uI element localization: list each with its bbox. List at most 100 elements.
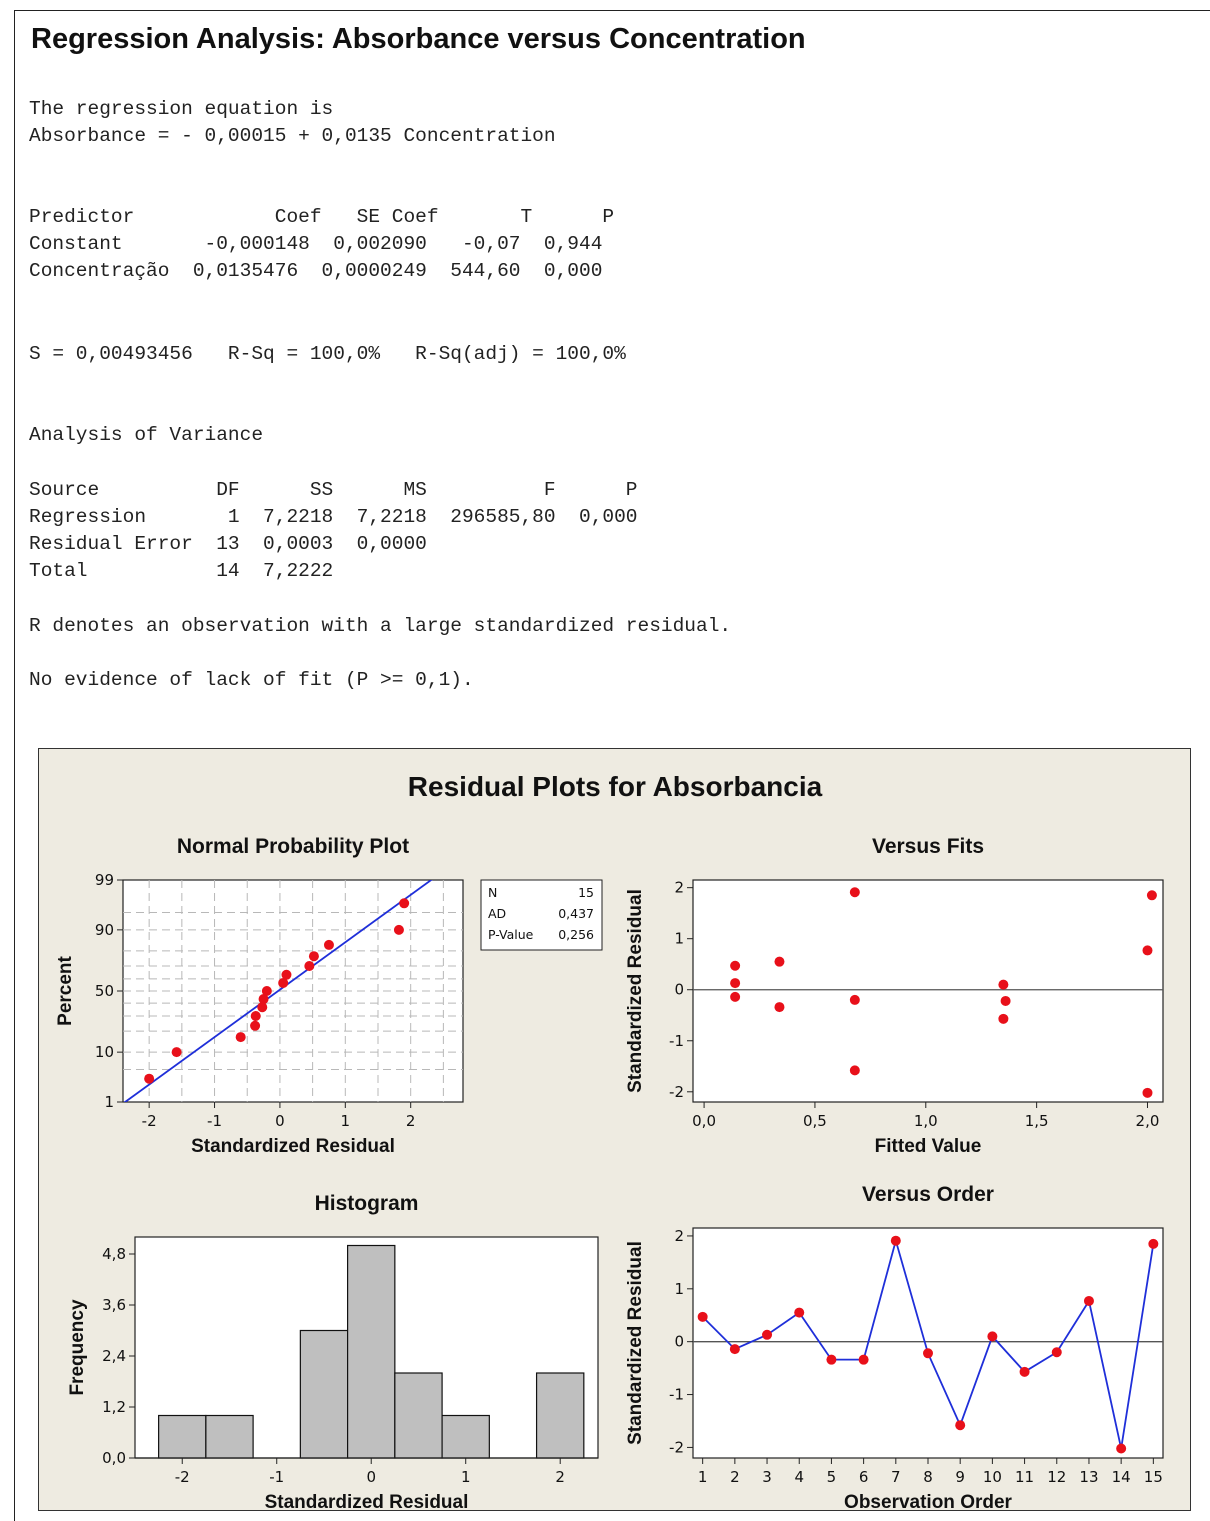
normal-plot-legend-label: AD xyxy=(488,906,506,921)
normal-plot-legend-box xyxy=(480,879,603,951)
versus-order-point xyxy=(1148,1238,1159,1249)
histogram-bar xyxy=(205,1414,254,1459)
versus-fits-point xyxy=(998,979,1009,990)
versus-order-point xyxy=(1083,1295,1094,1306)
histogram-y-tick-label: 0,0 xyxy=(102,1449,126,1467)
normal-plot-point xyxy=(261,986,272,996)
versus-order-x-tick-label: 15 xyxy=(1144,1468,1163,1486)
versus-fits-point xyxy=(730,978,741,989)
histogram-title: Histogram xyxy=(315,1192,419,1215)
anova-row-regression: Regression 1 7,2218 7,2218 296585,80 0,0… xyxy=(29,506,638,528)
versus-order-point xyxy=(697,1311,708,1322)
normal-plot-legend-label: N xyxy=(488,885,497,900)
versus-fits-x-tick-label: 1,0 xyxy=(914,1112,938,1130)
versus-fits-point xyxy=(774,956,785,967)
versus-fits-title: Versus Fits xyxy=(872,835,984,858)
versus-fits-y-tick-label: 0 xyxy=(674,981,684,999)
note-lack-of-fit: No evidence of lack of fit (P >= 0,1). xyxy=(29,669,474,691)
anova-row-total: Total 14 7,2222 xyxy=(29,560,334,582)
versus-fits-point xyxy=(1142,1087,1153,1098)
normal-plot-point xyxy=(308,951,319,962)
versus-order-point xyxy=(762,1329,773,1340)
fit-statistics: S = 0,00493456 R-Sq = 100,0% R-Sq(adj) =… xyxy=(29,343,626,365)
versus-order-y-tick-label: -1 xyxy=(669,1386,684,1404)
residual-plots-panel: Residual Plots for Absorbancia -2 -1 0 1 2 1 1… xyxy=(38,748,1191,1512)
predictor-header: Predictor Coef SE Coef T P xyxy=(29,206,615,228)
versus-order-point xyxy=(1116,1443,1127,1454)
versus-fits-x-tick-label: 2,0 xyxy=(1136,1112,1160,1130)
versus-order-point xyxy=(890,1235,901,1246)
normal-plot-point xyxy=(250,1011,261,1022)
versus-order-x-tick-label: 11 xyxy=(1015,1468,1034,1486)
versus-order-x-tick-label: 3 xyxy=(762,1468,772,1486)
versus-fits-y-tick-label: -2 xyxy=(669,1083,684,1101)
versus-order-x-tick-label: 4 xyxy=(794,1468,804,1486)
anova-header: Source DF SS MS F P xyxy=(29,479,638,501)
histogram-y-axis-label: Frequency xyxy=(67,1299,88,1396)
panel-title: Residual Plots for Absorbancia xyxy=(408,771,823,802)
versus-order-point xyxy=(826,1354,837,1365)
report-page: Regression Analysis: Absorbance versus C… xyxy=(14,10,1210,1521)
versus-order-point xyxy=(955,1420,966,1431)
normal-plot-point xyxy=(393,924,404,935)
predictor-row-concentration: Concentração 0,0135476 0,0000249 544,60 … xyxy=(29,260,603,282)
histogram-bar xyxy=(394,1372,443,1459)
normal-plot-point xyxy=(399,898,410,909)
residual-plots-svg: Residual Plots for Absorbancia -2 -1 0 1 211… xyxy=(55,771,1164,1512)
regression-equation: Absorbance = - 0,00015 + 0,0135 Concentr… xyxy=(29,125,556,147)
normal-plot-x-tick-label: -2 xyxy=(142,1112,157,1130)
versus-order-x-tick-label: 12 xyxy=(1047,1468,1066,1486)
normal-plot-x-tick-label: 0 xyxy=(275,1112,285,1130)
versus-fits-y-tick-label: -1 xyxy=(669,1032,684,1050)
normal-plot-point xyxy=(258,994,269,1005)
histogram-x-tick-label: 1 xyxy=(461,1468,471,1486)
normal-plot-y-axis-label: Percent xyxy=(55,955,76,1025)
normal-plot-point xyxy=(278,977,289,988)
histogram-x-tick-label: 2 xyxy=(555,1468,565,1486)
normal-plot-point xyxy=(281,969,292,980)
histogram-x-tick-label: 0 xyxy=(366,1468,376,1486)
normal-plot-y-tick-label: 99 xyxy=(95,871,114,889)
equation-intro: The regression equation is xyxy=(29,98,334,120)
histogram-bar xyxy=(441,1414,490,1459)
versus-order-x-tick-label: 8 xyxy=(923,1468,933,1486)
versus-fits-y-tick-label: 2 xyxy=(674,879,684,897)
versus-order-x-tick-label: 5 xyxy=(827,1468,837,1486)
versus-order-point xyxy=(858,1354,869,1365)
histogram-bar xyxy=(347,1244,396,1459)
versus-fits-x-axis-label: Fitted Value xyxy=(875,1136,982,1157)
normal-plot-title: Normal Probability Plot xyxy=(177,835,409,858)
normal-plot-x-tick-label: 2 xyxy=(406,1112,416,1130)
histogram-bar xyxy=(158,1414,207,1459)
normal-plot-x-axis-label: Standardized Residual xyxy=(191,1136,395,1157)
note-large-residual: R denotes an observation with a large st… xyxy=(29,615,732,637)
versus-fits-point xyxy=(1146,890,1157,901)
histogram-x-axis-label: Standardized Residual xyxy=(265,1492,469,1512)
versus-order-x-tick-label: 6 xyxy=(859,1468,869,1486)
versus-order-y-axis-label: Standardized Residual xyxy=(625,1241,646,1445)
histogram-bar xyxy=(299,1329,349,1459)
normal-plot-point xyxy=(250,1020,261,1031)
report-title: Regression Analysis: Absorbance versus C… xyxy=(31,23,806,55)
versus-fits-point xyxy=(849,994,860,1005)
normal-plot-legend-label: P-Value xyxy=(488,927,534,942)
normal-plot-point xyxy=(235,1032,246,1043)
versus-order-x-tick-label: 13 xyxy=(1079,1468,1098,1486)
versus-order-x-tick-label: 10 xyxy=(983,1468,1002,1486)
versus-fits-point xyxy=(730,991,741,1002)
versus-order-x-tick-label: 1 xyxy=(698,1468,708,1486)
versus-order-x-tick-label: 14 xyxy=(1112,1468,1131,1486)
normal-plot-y-tick-label: 50 xyxy=(95,982,114,1000)
versus-order-x-tick-label: 9 xyxy=(955,1468,965,1486)
histogram-x-tick-label: -1 xyxy=(269,1468,284,1486)
versus-order-point xyxy=(729,1344,740,1355)
versus-order-point xyxy=(923,1348,933,1359)
normal-plot-x-tick-label: 1 xyxy=(341,1112,351,1130)
histogram-bar xyxy=(535,1372,585,1459)
versus-order-point xyxy=(1051,1347,1062,1358)
versus-order-point xyxy=(794,1307,805,1318)
versus-order-point xyxy=(1019,1366,1030,1377)
versus-fits-point xyxy=(998,1013,1009,1024)
normal-plot-y-tick-label: 90 xyxy=(95,921,114,939)
normal-plot-point xyxy=(323,939,334,950)
